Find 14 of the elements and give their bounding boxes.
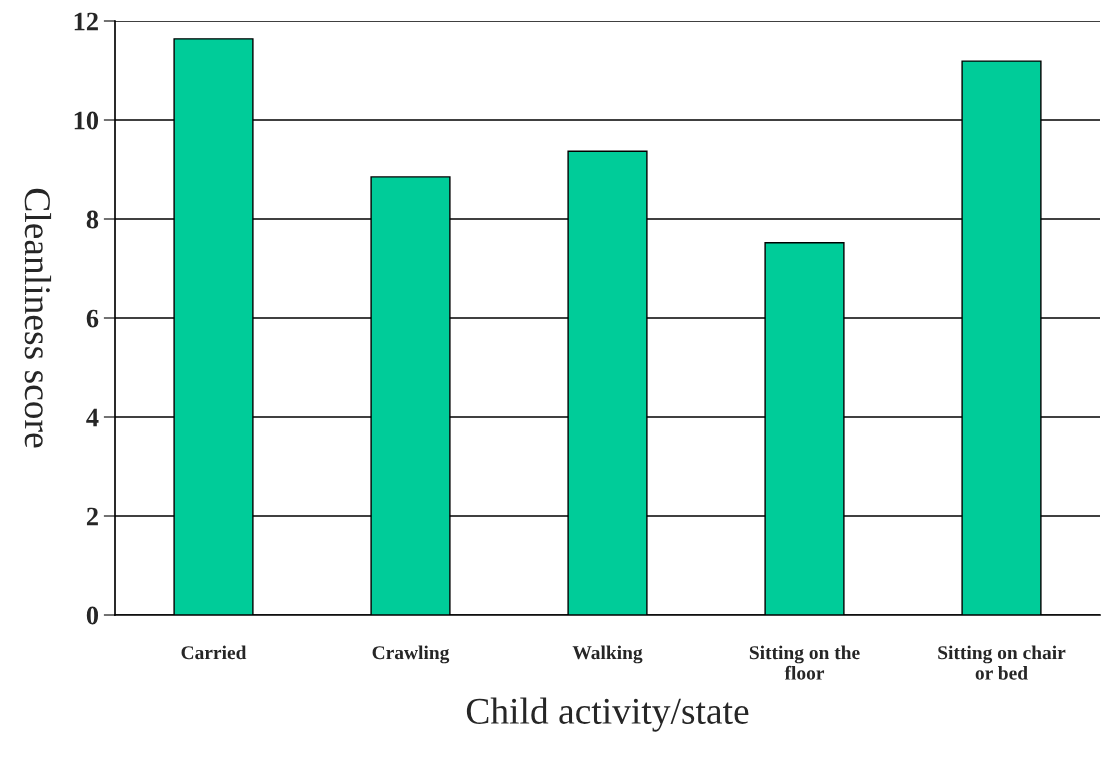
x-tick-label: Sitting on the floor [749, 645, 860, 680]
y-tick-label: 4 [86, 408, 99, 427]
x-tick-label: Carried [181, 645, 247, 660]
y-tick-label: 2 [86, 507, 98, 526]
y-tick-label: 6 [86, 309, 99, 328]
y-tick-label: 8 [86, 210, 99, 229]
x-tick-label: Walking [572, 645, 643, 664]
x-axis-title: Child activity/state [466, 697, 749, 732]
x-tick-label: Crawling [372, 645, 450, 664]
y-tick-label: 10 [74, 111, 99, 130]
y-axis-title: Cleanliness score [24, 188, 52, 448]
y-tick-label: 12 [74, 12, 98, 31]
x-tick-label: Sitting on chair or bed [938, 645, 1066, 680]
y-tick-label: 0 [86, 606, 99, 625]
